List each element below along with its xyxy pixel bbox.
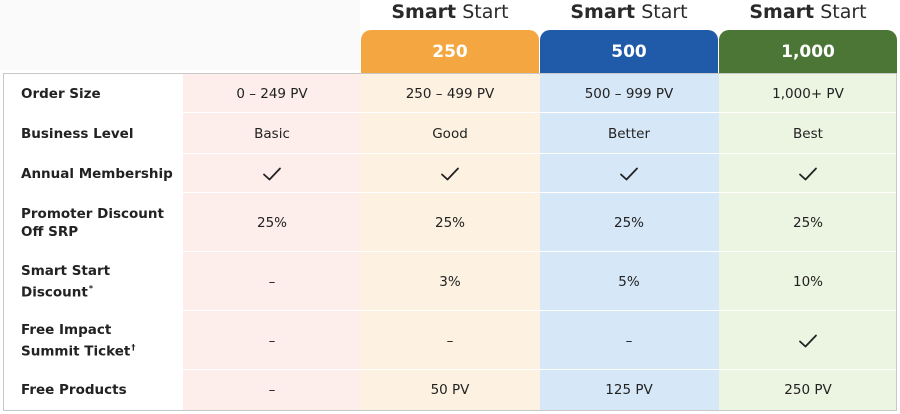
table-cell: 25% [613, 214, 644, 231]
table-cell: 10% [792, 273, 823, 290]
table-cell: 25% [792, 214, 823, 231]
column-basic-bg [183, 74, 361, 410]
row-label: Free Impact Summit Ticket† [21, 321, 136, 360]
row-divider [4, 112, 896, 113]
table-cell: 250 PV [784, 382, 832, 398]
row-label: Annual Membership [21, 165, 173, 182]
row-divider [4, 310, 896, 311]
plan-title-500: Smart Start [570, 1, 688, 23]
table-cell: 50 PV [430, 382, 470, 398]
table-cell: 3% [439, 273, 461, 290]
row-label: Smart Start Discount* [21, 262, 111, 301]
plan-title-250: Smart Start [391, 1, 509, 23]
row-divider [4, 251, 896, 252]
plan-tab-500[interactable]: 500 [540, 30, 718, 74]
plan-tab-250[interactable]: 250 [361, 30, 539, 74]
check-icon [361, 154, 539, 193]
column-500-bg [540, 74, 719, 410]
row-label: Business Level [21, 125, 134, 142]
plan-title-1000: Smart Start [749, 1, 867, 23]
table-cell: 0 – 249 PV [236, 85, 308, 102]
table-cell: 1,000+ PV [772, 85, 844, 102]
check-icon [540, 154, 718, 193]
row-label: Promoter Discount Off SRP [21, 205, 164, 240]
row-label: Order Size [21, 85, 101, 102]
header-background [0, 0, 360, 70]
table-cell: 5% [618, 273, 640, 290]
table-cell: Good [432, 125, 468, 142]
plan-tab-1000[interactable]: 1,000 [719, 30, 897, 74]
table-cell: – [268, 332, 276, 349]
table-cell: – [268, 382, 276, 398]
column-250-bg [361, 74, 540, 410]
table-cell: 25% [256, 214, 287, 231]
table-cell: 125 PV [605, 382, 653, 398]
table-cell: 25% [434, 214, 465, 231]
row-divider [4, 192, 896, 193]
table-cell: – [625, 332, 633, 349]
check-icon [719, 154, 897, 193]
row-divider [4, 369, 896, 370]
table-cell: Best [793, 125, 823, 142]
check-icon [183, 154, 361, 193]
table-cell: – [268, 273, 276, 290]
table-cell: Better [607, 125, 650, 142]
comparison-table [3, 73, 897, 411]
table-cell: 500 – 999 PV [584, 85, 674, 102]
table-cell: 250 – 499 PV [405, 85, 495, 102]
row-label: Free Products [21, 382, 127, 398]
table-cell: – [446, 332, 454, 349]
column-1000-bg [719, 74, 897, 410]
check-icon [719, 311, 897, 370]
table-cell: Basic [254, 125, 290, 142]
row-divider [4, 153, 896, 154]
